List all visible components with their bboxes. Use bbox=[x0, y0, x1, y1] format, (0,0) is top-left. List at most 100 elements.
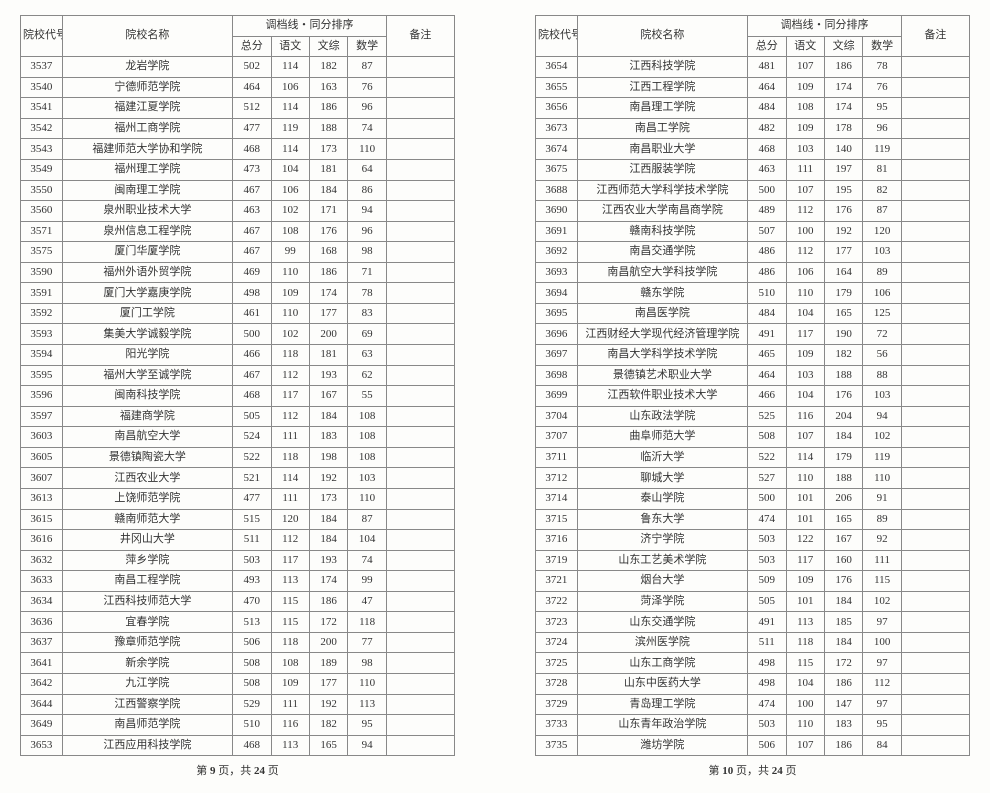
table-row: 3593集美大学诚毅学院50010220069 bbox=[21, 324, 455, 345]
cell-c: 107 bbox=[786, 427, 824, 448]
cell-w: 172 bbox=[824, 653, 862, 674]
cell-note bbox=[386, 612, 454, 633]
cell-name: 烟台大学 bbox=[577, 571, 747, 592]
cell-name: 泰山学院 bbox=[577, 488, 747, 509]
table-header: 院校代号 院校名称 调档线・同分排序 备注 总分 语文 文综 数学 bbox=[21, 16, 455, 57]
cell-note bbox=[901, 345, 969, 366]
cell-name: 南昌航空大学 bbox=[62, 427, 232, 448]
cell-name: 山东政法学院 bbox=[577, 406, 747, 427]
th-code: 院校代号 bbox=[536, 16, 578, 57]
cell-c: 107 bbox=[786, 57, 824, 78]
cell-m: 94 bbox=[348, 735, 386, 756]
cell-w: 172 bbox=[309, 612, 347, 633]
cell-code: 3716 bbox=[536, 530, 578, 551]
table-row: 3633南昌工程学院49311317499 bbox=[21, 571, 455, 592]
table-row: 3698景德镇艺术职业大学46410318888 bbox=[536, 365, 970, 386]
cell-code: 3719 bbox=[536, 550, 578, 571]
cell-name: 厦门工学院 bbox=[62, 303, 232, 324]
cell-c: 117 bbox=[271, 550, 309, 571]
cell-code: 3596 bbox=[21, 386, 63, 407]
cell-m: 97 bbox=[863, 694, 901, 715]
cell-c: 120 bbox=[271, 509, 309, 530]
cell-c: 100 bbox=[786, 694, 824, 715]
cell-t: 484 bbox=[748, 303, 786, 324]
cell-m: 103 bbox=[348, 468, 386, 489]
table-row: 3729青岛理工学院47410014797 bbox=[536, 694, 970, 715]
table-row: 3637豫章师范学院50611820077 bbox=[21, 632, 455, 653]
cell-w: 147 bbox=[824, 694, 862, 715]
table-row: 3714泰山学院50010120691 bbox=[536, 488, 970, 509]
th-chinese: 语文 bbox=[786, 36, 824, 57]
cell-note bbox=[901, 674, 969, 695]
cell-name: 豫章师范学院 bbox=[62, 632, 232, 653]
cell-w: 186 bbox=[824, 735, 862, 756]
cell-note bbox=[386, 221, 454, 242]
cell-c: 104 bbox=[786, 674, 824, 695]
table-row: 3590福州外语外贸学院46911018671 bbox=[21, 262, 455, 283]
cell-c: 108 bbox=[271, 221, 309, 242]
cell-c: 108 bbox=[786, 98, 824, 119]
table-row: 3595福州大学至诚学院46711219362 bbox=[21, 365, 455, 386]
cell-name: 福州理工学院 bbox=[62, 159, 232, 180]
cell-m: 108 bbox=[348, 406, 386, 427]
th-math: 数学 bbox=[348, 36, 386, 57]
cell-w: 185 bbox=[824, 612, 862, 633]
cell-t: 477 bbox=[233, 118, 271, 139]
th-math: 数学 bbox=[863, 36, 901, 57]
cell-c: 114 bbox=[271, 468, 309, 489]
cell-code: 3655 bbox=[536, 77, 578, 98]
cell-code: 3735 bbox=[536, 735, 578, 756]
table-row: 3616井冈山大学511112184104 bbox=[21, 530, 455, 551]
cell-t: 508 bbox=[233, 674, 271, 695]
cell-code: 3644 bbox=[21, 694, 63, 715]
cell-t: 491 bbox=[748, 612, 786, 633]
cell-name: 山东中医药大学 bbox=[577, 674, 747, 695]
cell-c: 111 bbox=[786, 159, 824, 180]
cell-w: 188 bbox=[824, 365, 862, 386]
cell-m: 98 bbox=[348, 242, 386, 263]
table-row: 3728山东中医药大学498104186112 bbox=[536, 674, 970, 695]
cell-name: 泉州职业技术大学 bbox=[62, 201, 232, 222]
cell-name: 南昌师范学院 bbox=[62, 715, 232, 736]
table-row: 3594阳光学院46611818163 bbox=[21, 345, 455, 366]
cell-w: 168 bbox=[309, 242, 347, 263]
cell-name: 上饶师范学院 bbox=[62, 488, 232, 509]
cell-name: 滨州医学院 bbox=[577, 632, 747, 653]
cell-code: 3697 bbox=[536, 345, 578, 366]
cell-code: 3654 bbox=[536, 57, 578, 78]
cell-code: 3613 bbox=[21, 488, 63, 509]
cell-t: 463 bbox=[748, 159, 786, 180]
cell-code: 3722 bbox=[536, 591, 578, 612]
cell-note bbox=[386, 242, 454, 263]
cell-name: 江西科技师范大学 bbox=[62, 591, 232, 612]
cell-code: 3729 bbox=[536, 694, 578, 715]
th-total: 总分 bbox=[748, 36, 786, 57]
cell-note bbox=[386, 57, 454, 78]
cell-name: 济宁学院 bbox=[577, 530, 747, 551]
cell-t: 524 bbox=[233, 427, 271, 448]
page-footer-right: 第 10 页，共 24 页 bbox=[535, 762, 970, 778]
cell-w: 173 bbox=[309, 139, 347, 160]
cell-w: 165 bbox=[309, 735, 347, 756]
cell-w: 200 bbox=[309, 324, 347, 345]
cell-m: 108 bbox=[348, 447, 386, 468]
cell-w: 163 bbox=[309, 77, 347, 98]
cell-t: 500 bbox=[748, 180, 786, 201]
th-scoregroup: 调档线・同分排序 bbox=[748, 16, 902, 37]
cell-name: 福建江夏学院 bbox=[62, 98, 232, 119]
cell-m: 81 bbox=[863, 159, 901, 180]
cell-w: 193 bbox=[309, 365, 347, 386]
cell-code: 3698 bbox=[536, 365, 578, 386]
left-page: 院校代号 院校名称 调档线・同分排序 备注 总分 语文 文综 数学 3537龙岩… bbox=[20, 15, 455, 778]
th-wenzong: 文综 bbox=[824, 36, 862, 57]
cell-t: 484 bbox=[748, 98, 786, 119]
cell-c: 114 bbox=[271, 98, 309, 119]
cell-m: 104 bbox=[348, 530, 386, 551]
cell-w: 182 bbox=[309, 715, 347, 736]
cell-c: 109 bbox=[786, 118, 824, 139]
cell-c: 109 bbox=[786, 77, 824, 98]
cell-c: 117 bbox=[786, 550, 824, 571]
cell-c: 115 bbox=[786, 653, 824, 674]
table-row: 3711临沂大学522114179119 bbox=[536, 447, 970, 468]
cell-code: 3721 bbox=[536, 571, 578, 592]
